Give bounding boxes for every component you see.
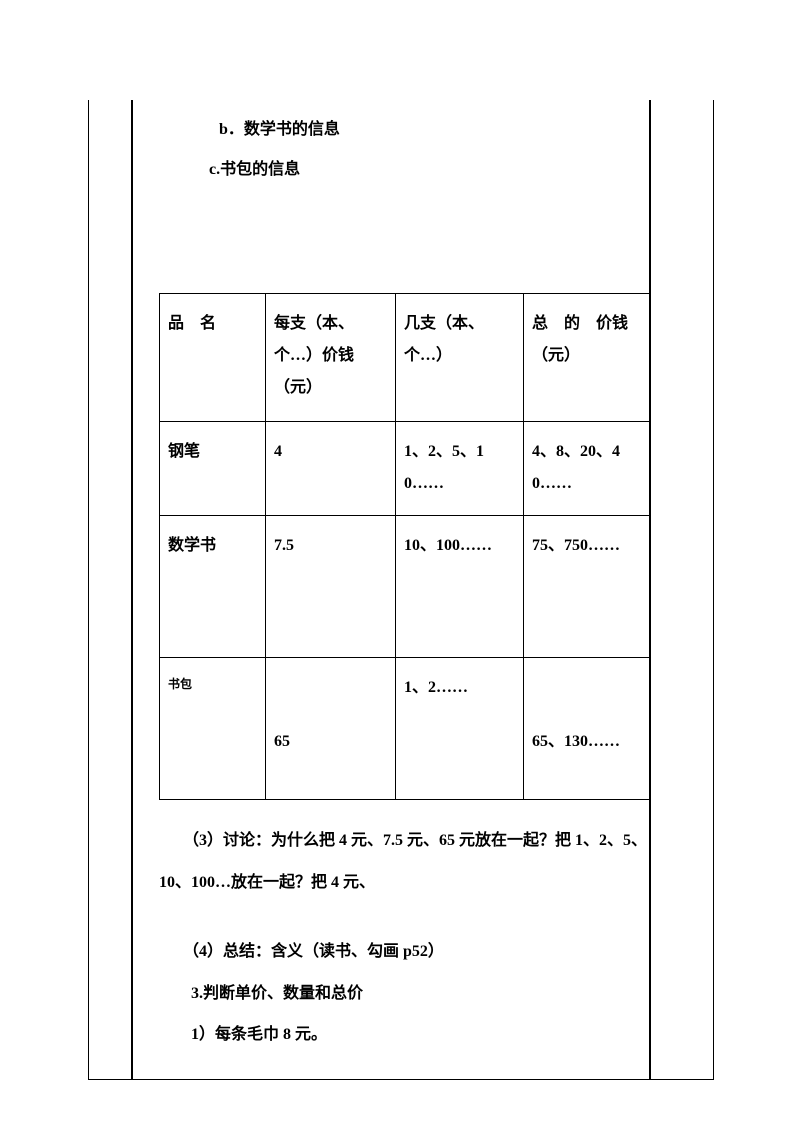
cell-total: 75、750……	[524, 516, 650, 658]
para-6: 1）每条毛巾 8 元。	[159, 1014, 649, 1056]
cell-total: 4、8、20、40……	[524, 422, 650, 516]
line-c: c.书包的信息	[159, 150, 649, 190]
table-header-cell: 每支（本、个…）价钱（元）	[266, 294, 396, 422]
table-header-cell: 总 的 价钱（元）	[524, 294, 650, 422]
para-3: （3）讨论：为什么把 4 元、7.5 元、65 元放在一起？把 1、2、5、10…	[159, 820, 649, 903]
bottom-section: （3）讨论：为什么把 4 元、7.5 元、65 元放在一起？把 1、2、5、10…	[159, 820, 649, 1056]
top-lines: b．数学书的信息 c.书包的信息	[159, 100, 649, 190]
line-b: b．数学书的信息	[159, 110, 649, 150]
cell-total: 65、130……	[524, 658, 650, 800]
para-5: 3.判断单价、数量和总价	[159, 973, 649, 1015]
data-table: 品 名每支（本、个…）价钱（元）几支（本、个…）总 的 价钱（元）钢笔41、2、…	[159, 293, 650, 800]
col-divider-1	[131, 100, 133, 1079]
cell-unit-price: 4	[266, 422, 396, 516]
outer-frame: b．数学书的信息 c.书包的信息 品 名每支（本、个…）价钱（元）几支（本、个……	[88, 100, 714, 1080]
cell-quantity: 1、2、5、10……	[396, 422, 524, 516]
table-row: 数学书7.510、100……75、750……	[160, 516, 650, 658]
cell-quantity: 1、2……	[396, 658, 524, 800]
table-header-row: 品 名每支（本、个…）价钱（元）几支（本、个…）总 的 价钱（元）	[160, 294, 650, 422]
cell-unit-price: 65	[266, 658, 396, 800]
table-header-cell: 品 名	[160, 294, 266, 422]
cell-name: 书包	[160, 658, 266, 800]
cell-name: 数学书	[160, 516, 266, 658]
table-row: 钢笔41、2、5、10……4、8、20、40……	[160, 422, 650, 516]
table-row: 书包651、2……65、130……	[160, 658, 650, 800]
cell-name: 钢笔	[160, 422, 266, 516]
cell-quantity: 10、100……	[396, 516, 524, 658]
para-4: （4）总结：含义（读书、勾画 p52）	[159, 931, 649, 973]
cell-unit-price: 7.5	[266, 516, 396, 658]
table-header-cell: 几支（本、个…）	[396, 294, 524, 422]
